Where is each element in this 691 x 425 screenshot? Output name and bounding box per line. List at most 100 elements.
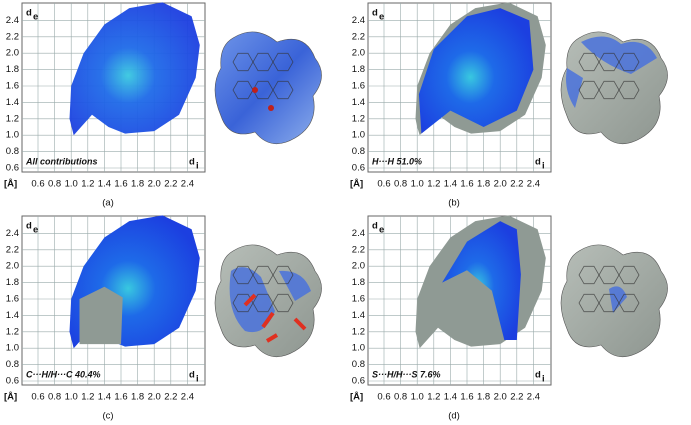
arrow	[265, 333, 279, 343]
ring	[578, 265, 600, 285]
y-tick-label: 1.8	[6, 277, 19, 288]
y-tick-label: 1.2	[352, 326, 365, 337]
x-tick-label: 1.0	[65, 392, 78, 403]
y-tick-label: 1.2	[352, 113, 365, 124]
ring	[578, 52, 600, 72]
x-tick-label: 2.2	[510, 392, 523, 403]
y-tick-label: 1.0	[6, 130, 19, 141]
x-tick-label: 2.4	[181, 392, 194, 403]
hirshfeld-surface	[560, 31, 668, 145]
y-tick-label: 1.0	[352, 343, 365, 354]
x-tick-label: 1.6	[114, 392, 127, 403]
arrow	[261, 311, 275, 329]
x-tick-label: 2.4	[181, 179, 194, 190]
x-tick-label: 2.0	[494, 392, 507, 403]
x-tick-label: 1.4	[98, 392, 111, 403]
unit-label: [Å]	[4, 392, 17, 403]
y-tick-label: 1.0	[352, 130, 365, 141]
panel: 0.6 0.8 1.0 1.2 1.4 1.6 1.8 2.0 2.2 2.40.60.81.01…	[350, 2, 668, 209]
x-tick-label: 1.8	[131, 179, 144, 190]
panel-caption: (c)	[102, 411, 113, 422]
ring	[578, 293, 600, 313]
arrow	[243, 293, 257, 307]
contribution-label: H···H 51.0%	[372, 156, 422, 166]
unit-label: [Å]	[350, 179, 363, 190]
y-tick-label: 1.6	[352, 81, 365, 92]
x-tick-label: 1.2	[427, 392, 440, 403]
y-tick-label: 0.8	[6, 359, 19, 370]
x-axis-label: d	[189, 370, 195, 381]
ring	[252, 293, 274, 313]
x-tick-label: 1.8	[477, 179, 490, 190]
panel-caption: (b)	[448, 198, 460, 209]
ring	[618, 293, 640, 313]
x-tick-label: 2.0	[148, 179, 161, 190]
y-tick-label: 2.4	[352, 228, 365, 239]
unit-label: [Å]	[4, 179, 17, 190]
y-tick-label: 1.6	[6, 81, 19, 92]
ring	[598, 80, 620, 100]
ring	[272, 265, 294, 285]
y-tick-label: 1.2	[6, 113, 19, 124]
y-axis-sub: e	[33, 12, 38, 23]
ring	[272, 80, 294, 100]
x-tick-label: 0.6	[31, 392, 44, 403]
panel: 0.6 0.8 1.0 1.2 1.4 1.6 1.8 2.0 2.2 2.40.60.81.01…	[4, 2, 322, 209]
y-tick-label: 0.8	[352, 146, 365, 157]
y-axis-sub: e	[33, 225, 38, 236]
x-axis-label: d	[535, 370, 541, 381]
y-tick-label: 1.4	[6, 97, 19, 108]
x-tick-label: 0.6	[377, 392, 390, 403]
y-tick-label: 1.6	[352, 294, 365, 305]
x-tick-label: 2.4	[527, 179, 540, 190]
x-tick-label: 0.8	[394, 179, 407, 190]
contribution-label: C···H/H···C 40.4%	[26, 369, 101, 379]
x-tick-label: 2.0	[148, 392, 161, 403]
contribution-label: S···H/H···S 7.6%	[372, 369, 441, 379]
y-tick-label: 0.6	[6, 163, 19, 174]
y-axis-label: d	[26, 8, 32, 19]
x-axis-sub: i	[196, 374, 199, 385]
x-tick-label: 2.2	[510, 179, 523, 190]
ring	[252, 265, 274, 285]
panel: 0.6 0.8 1.0 1.2 1.4 1.6 1.8 2.0 2.2 2.40.60.81.01…	[4, 215, 322, 422]
ring	[618, 52, 640, 72]
y-tick-label: 1.8	[352, 277, 365, 288]
surface	[214, 31, 322, 145]
ring	[232, 52, 254, 72]
x-axis-sub: i	[542, 374, 545, 385]
y-tick-label: 0.6	[352, 163, 365, 174]
ring	[232, 80, 254, 100]
y-tick-label: 2.2	[6, 31, 19, 42]
y-tick-label: 2.0	[352, 48, 365, 59]
fingerprint	[442, 221, 521, 340]
surface-patch	[229, 267, 311, 333]
hirshfeld-surface	[214, 244, 322, 358]
ring	[232, 293, 254, 313]
y-tick-label: 0.8	[6, 146, 19, 157]
y-tick-label: 0.8	[352, 359, 365, 370]
ring	[578, 80, 600, 100]
y-tick-label: 1.4	[352, 97, 365, 108]
panel-caption: (a)	[102, 198, 114, 209]
y-tick-label: 1.6	[6, 294, 19, 305]
x-axis-label: d	[535, 157, 541, 168]
spot	[268, 105, 274, 111]
x-tick-label: 0.6	[377, 179, 390, 190]
y-axis-label: d	[372, 221, 378, 232]
surface-patch	[609, 286, 627, 313]
fingerprint	[418, 8, 534, 134]
y-tick-label: 2.2	[6, 244, 19, 255]
ring	[252, 52, 274, 72]
fingerprint	[69, 2, 200, 136]
x-tick-label: 2.0	[494, 179, 507, 190]
hirshfeld-surface	[560, 244, 668, 358]
x-tick-label: 0.8	[48, 179, 61, 190]
y-tick-label: 2.2	[352, 244, 365, 255]
fingerprint-grey	[79, 286, 123, 345]
x-axis-label: d	[189, 157, 195, 168]
y-tick-label: 1.0	[6, 343, 19, 354]
panel-caption: (d)	[448, 411, 460, 422]
panel: 0.6 0.8 1.0 1.2 1.4 1.6 1.8 2.0 2.2 2.40.60.81.01…	[350, 215, 668, 422]
